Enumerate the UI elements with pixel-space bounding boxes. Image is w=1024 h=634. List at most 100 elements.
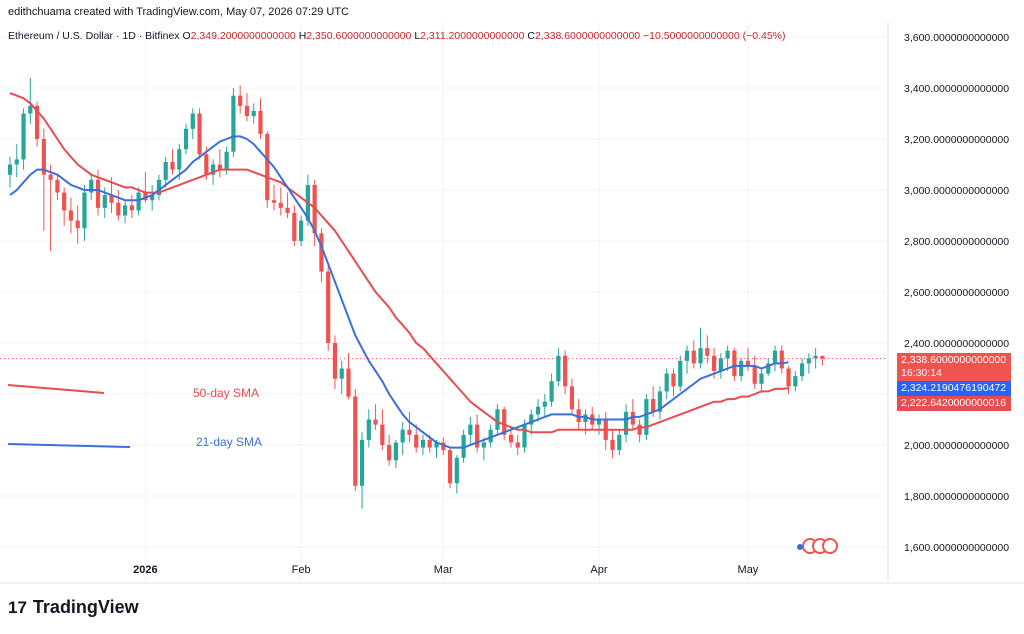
candle [772, 345, 778, 372]
sma50-label: 50-day SMA [193, 386, 260, 400]
candle [75, 205, 80, 244]
sma21-price-tag: 2,324.2190476190472 [897, 381, 1011, 396]
candle [299, 215, 304, 247]
candle [535, 399, 541, 423]
candle [136, 187, 141, 216]
candle [752, 355, 757, 389]
price-tick-label: 3,400.0000000000000 [904, 83, 1009, 95]
candle [786, 365, 791, 394]
candle [217, 149, 222, 178]
candle [637, 419, 642, 443]
candle [278, 187, 283, 216]
candle [326, 266, 331, 351]
candle [623, 404, 629, 443]
candle [353, 388, 358, 491]
ohlc-legend: Ethereum / U.S. Dollar · 1D · Bitfinex O… [8, 30, 786, 42]
change-value: −10.5000000000000 (−0.45%) [643, 30, 786, 42]
candle [725, 345, 730, 372]
candle [596, 414, 602, 435]
candle [271, 184, 277, 211]
sma21-label: 21-day SMA [196, 435, 263, 449]
candle [502, 406, 507, 440]
candle [319, 228, 324, 282]
candle [610, 429, 615, 458]
candle [576, 399, 581, 430]
time-axis: 2026 Feb Mar Apr May [133, 564, 759, 576]
sma21-legend-line [7, 443, 131, 448]
candle [285, 192, 290, 219]
candle [488, 424, 493, 448]
grid-lines [0, 22, 888, 583]
candle [481, 437, 486, 461]
candle [671, 368, 676, 397]
last-price-value: 2,338.6000000000000 [901, 354, 1007, 366]
candle [820, 355, 825, 366]
candle [447, 447, 453, 489]
candle [420, 434, 426, 456]
candle [359, 432, 365, 509]
high-label: H [298, 30, 307, 42]
candle [346, 353, 351, 400]
candle [454, 455, 459, 494]
candle [332, 335, 338, 389]
candle [116, 190, 121, 221]
candle [387, 434, 392, 466]
sma50-price-value: 2,222.6420000000016 [901, 397, 1007, 409]
price-tick-label: 2,000.0000000000000 [904, 440, 1009, 452]
candle [14, 144, 19, 178]
price-tick-label: 2,400.0000000000000 [904, 338, 1009, 350]
price-tick-label: 3,600.0000000000000 [904, 32, 1009, 44]
candle [495, 404, 500, 435]
candle [441, 437, 446, 456]
candle [122, 200, 128, 224]
candle [292, 205, 297, 247]
candle [41, 128, 46, 231]
candle [156, 174, 162, 201]
candle [170, 149, 175, 175]
candle [793, 371, 798, 392]
candle [28, 77, 33, 124]
candle [400, 422, 405, 456]
price-tick-label: 2,600.0000000000000 [904, 287, 1009, 299]
time-tick-label: 2026 [133, 564, 157, 576]
time-tick-label: Feb [292, 564, 311, 576]
candle [7, 156, 13, 188]
candle [468, 416, 473, 445]
low-value: 2,311.2000000000000 [420, 30, 525, 42]
candle [766, 358, 771, 377]
candle [806, 353, 811, 374]
candle [475, 414, 480, 453]
candle [366, 409, 371, 448]
candle [549, 373, 554, 407]
candle [48, 164, 53, 252]
close-label: C [527, 30, 536, 42]
symbol-label[interactable]: Ethereum / U.S. Dollar · 1D · Bitfinex [8, 30, 180, 42]
candle [265, 131, 270, 208]
candle [339, 360, 344, 394]
time-tick-label: Mar [434, 564, 453, 576]
time-tick-label: Apr [590, 564, 607, 576]
candle [82, 184, 87, 241]
candle [718, 353, 723, 379]
candle [197, 108, 202, 160]
candle [68, 197, 74, 234]
candle [373, 404, 378, 430]
tradingview-brand[interactable]: 17 TradingView [8, 597, 139, 618]
candle [55, 174, 60, 201]
chart-credit: edithchuama created with TradingView.com… [8, 6, 349, 18]
sma50-line [9, 92, 789, 434]
tradingview-logo-icon: 17 [8, 597, 27, 617]
candle [759, 368, 764, 392]
candle [414, 424, 419, 453]
candle [813, 348, 818, 369]
candle [644, 394, 649, 440]
price-tick-label: 2,800.0000000000000 [904, 236, 1009, 248]
high-value: 2,350.6000000000000 [306, 30, 412, 42]
sma21-price-value: 2,324.2190476190472 [901, 382, 1007, 394]
candle [684, 345, 690, 374]
candle [21, 108, 26, 170]
candle [129, 195, 134, 219]
events-icon[interactable] [797, 538, 838, 554]
candle [380, 409, 385, 451]
